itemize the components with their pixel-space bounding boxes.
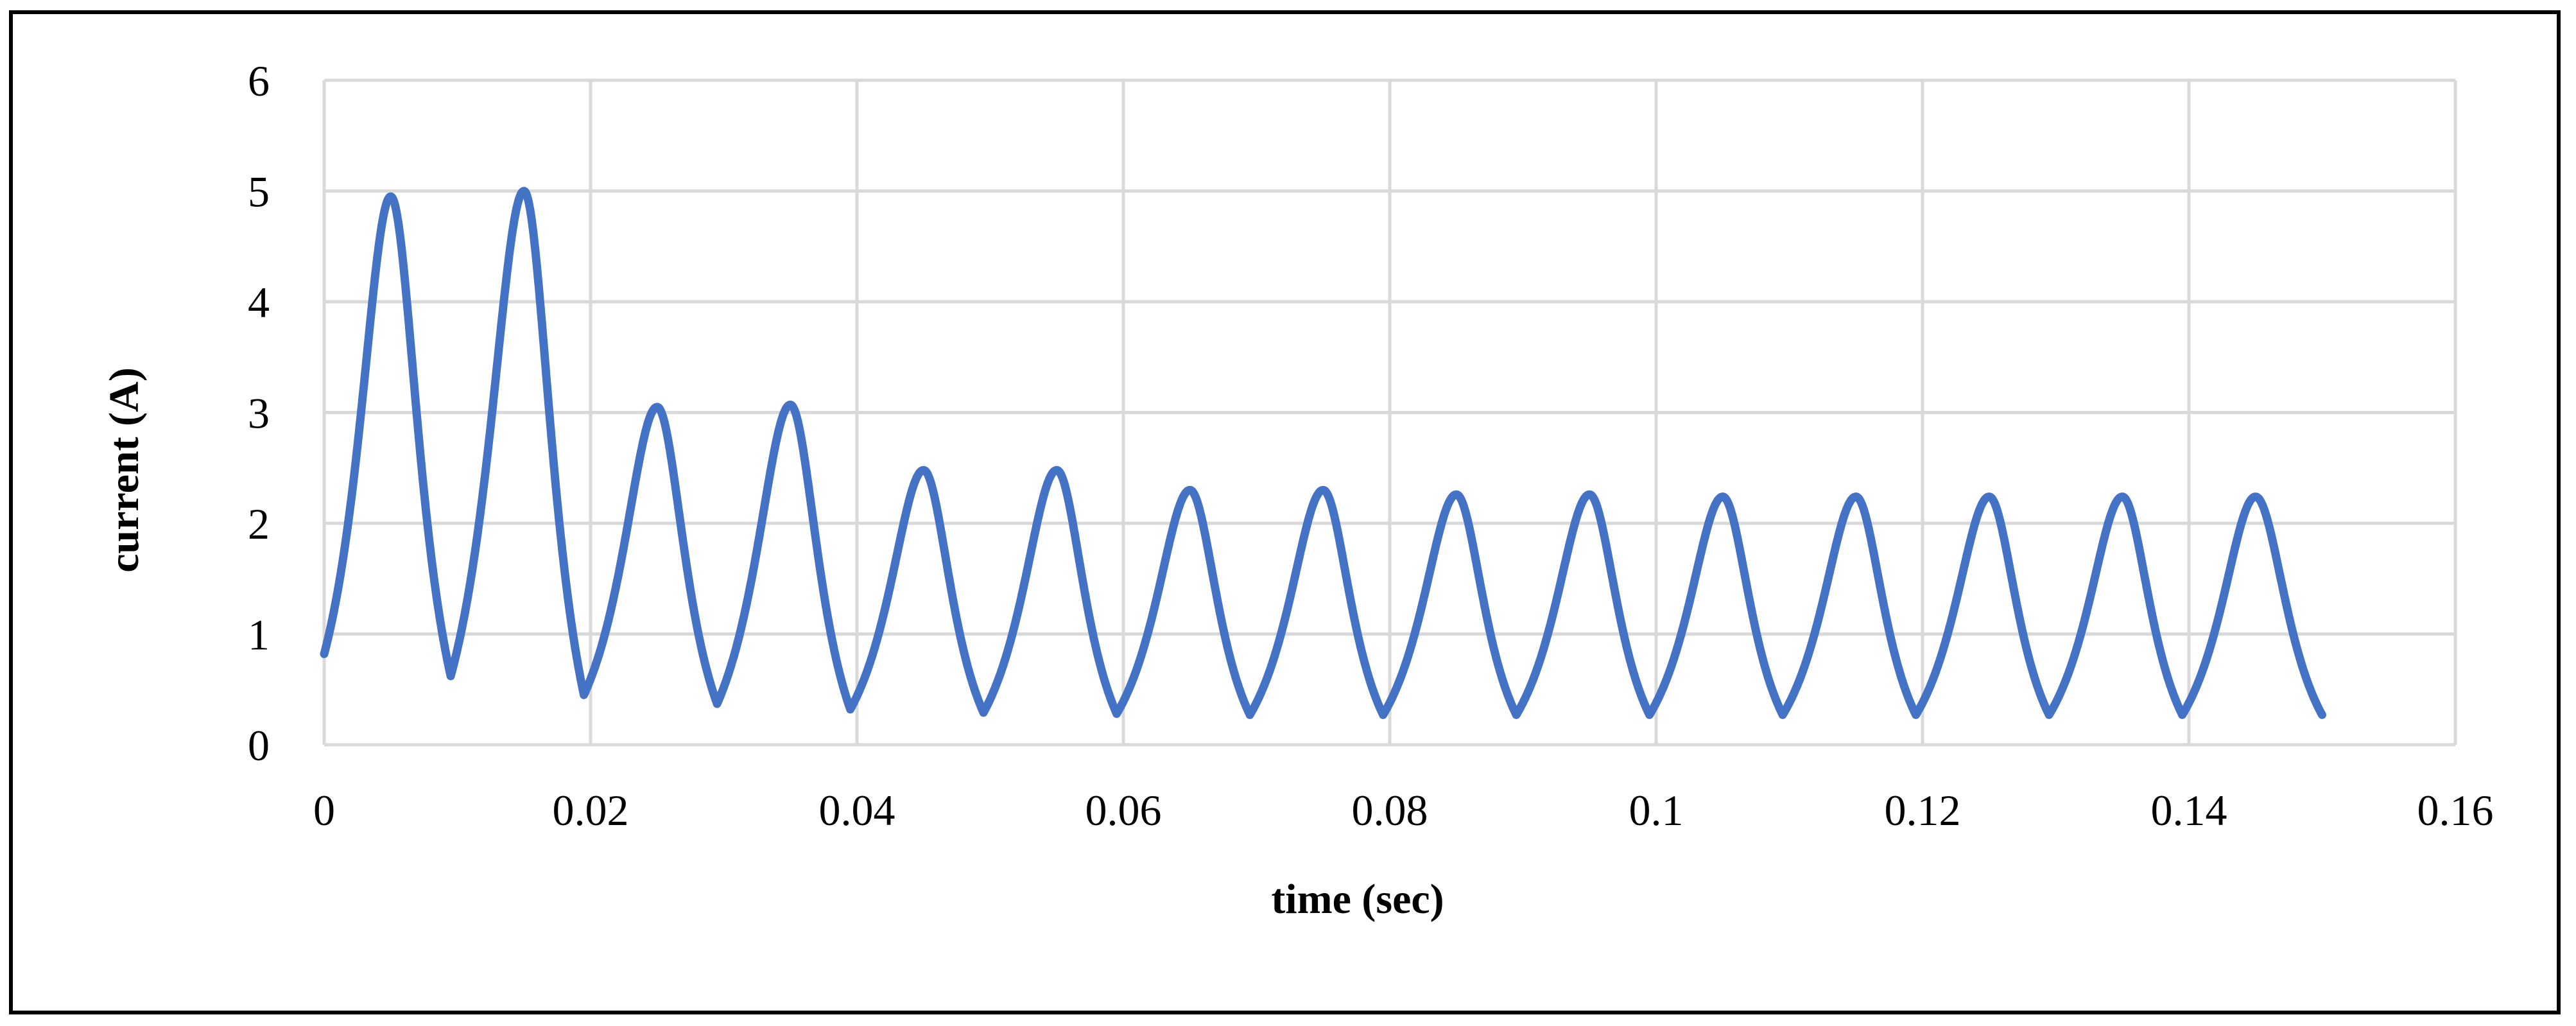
x-tick-label: 0.06 xyxy=(1085,786,1162,835)
grid-layer xyxy=(322,78,2457,747)
x-tick-label: 0 xyxy=(313,786,335,835)
y-tick-label: 3 xyxy=(248,389,270,438)
x-tick-label: 0.04 xyxy=(819,786,895,835)
series-line-0 xyxy=(320,187,2326,719)
y-tick-label: 4 xyxy=(248,278,270,327)
chart-frame: 0 0.02 0.04 0.06 0.08 0.1 0.12 0.14 0.16 0 1 2 3 4 5 6 … xyxy=(9,10,2561,1014)
y-tick-label: 6 xyxy=(248,57,270,105)
x-tick-label: 0.14 xyxy=(2151,786,2227,835)
y-tick-label: 2 xyxy=(248,500,270,548)
y-tick-label: 5 xyxy=(248,168,270,216)
x-axis-title: time (sec) xyxy=(1271,876,1444,923)
x-tick-label: 0.08 xyxy=(1352,786,1428,835)
ticks-layer: 0 0.02 0.04 0.06 0.08 0.1 0.12 0.14 0.16 0 1 2 3 4 5 6 xyxy=(248,57,2494,835)
y-tick-label: 1 xyxy=(248,611,270,659)
x-tick-label: 0.1 xyxy=(1629,786,1684,835)
x-tick-label: 0.02 xyxy=(553,786,629,835)
chart-svg: 0 0.02 0.04 0.06 0.08 0.1 0.12 0.14 0.160123456 … xyxy=(101,57,2494,923)
x-tick-label: 0.16 xyxy=(2417,786,2494,835)
series-layer xyxy=(320,187,2326,719)
y-axis-title: current (A) xyxy=(101,367,148,573)
x-tick-label: 0.12 xyxy=(1885,786,1961,835)
y-tick-label: 0 xyxy=(248,721,270,770)
